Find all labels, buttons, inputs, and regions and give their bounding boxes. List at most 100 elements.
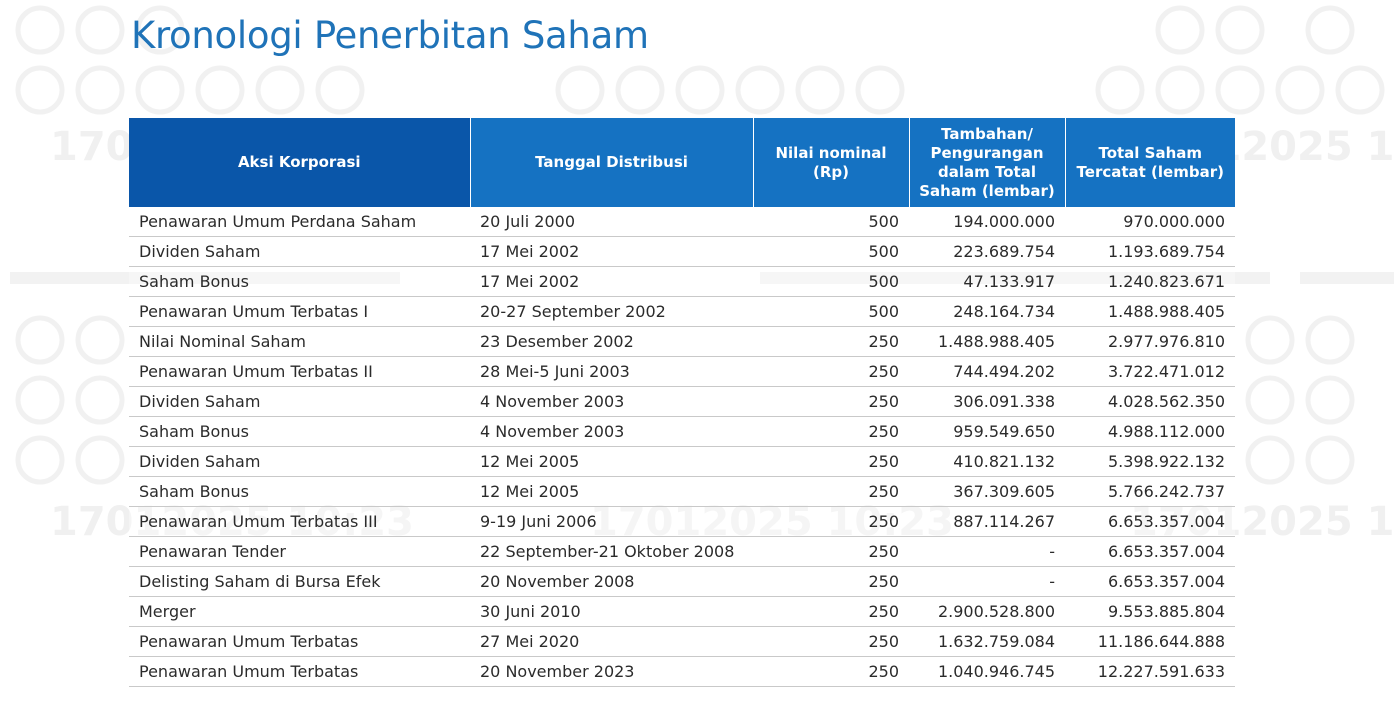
cell-aksi-korporasi: Saham Bonus	[129, 476, 470, 507]
cell-tambahan-pengurangan: 410.821.132	[909, 446, 1065, 477]
cell-tanggal-distribusi: 20 November 2023	[470, 656, 753, 687]
cell-nilai-nominal: 250	[753, 506, 909, 537]
table-row: Dividen Saham 4 November 2003 250 306.091.3…	[129, 386, 1235, 417]
cell-tanggal-distribusi: 22 September-21 Oktober 2008	[470, 536, 753, 567]
cell-aksi-korporasi: Penawaran Umum Terbatas III	[129, 506, 470, 537]
cell-tanggal-distribusi: 9-19 Juni 2006	[470, 506, 753, 537]
header-tambahan-pengurangan: Tambahan/ Pengurangan dalam Total Saham …	[908, 118, 1065, 207]
cell-tambahan-pengurangan: 1.040.946.745	[909, 656, 1065, 687]
cell-tambahan-pengurangan: 887.114.267	[909, 506, 1065, 537]
page-title: Kronologi Penerbitan Saham	[131, 14, 649, 57]
cell-nilai-nominal: 500	[753, 236, 909, 267]
cell-total-saham: 970.000.000	[1065, 207, 1235, 237]
cell-nilai-nominal: 250	[753, 536, 909, 567]
cell-aksi-korporasi: Penawaran Umum Terbatas I	[129, 296, 470, 327]
cell-aksi-korporasi: Penawaran Tender	[129, 536, 470, 567]
cell-total-saham: 5.398.922.132	[1065, 446, 1235, 477]
cell-tambahan-pengurangan: 744.494.202	[909, 356, 1065, 387]
cell-total-saham: 3.722.471.012	[1065, 356, 1235, 387]
cell-aksi-korporasi: Dividen Saham	[129, 386, 470, 417]
table-row: Nilai Nominal Saham 23 Desember 2002 250 1.…	[129, 326, 1235, 357]
table-row: Dividen Saham 17 Mei 2002 500 223.689.754 1.…	[129, 236, 1235, 267]
cell-nilai-nominal: 250	[753, 356, 909, 387]
cell-nilai-nominal: 250	[753, 386, 909, 417]
watermark-circles	[15, 5, 1385, 485]
cell-tanggal-distribusi: 20-27 September 2002	[470, 296, 753, 327]
table-row: Saham Bonus 17 Mei 2002 500 47.133.917 1.240…	[129, 266, 1235, 297]
cell-aksi-korporasi: Penawaran Umum Terbatas II	[129, 356, 470, 387]
cell-total-saham: 4.028.562.350	[1065, 386, 1235, 417]
cell-tanggal-distribusi: 28 Mei-5 Juni 2003	[470, 356, 753, 387]
cell-tambahan-pengurangan: 194.000.000	[909, 207, 1065, 237]
cell-aksi-korporasi: Delisting Saham di Bursa Efek	[129, 566, 470, 597]
table-header-row: Aksi Korporasi Tanggal Distribusi Nilai …	[129, 118, 1235, 207]
cell-total-saham: 1.193.689.754	[1065, 236, 1235, 267]
cell-tanggal-distribusi: 12 Mei 2005	[470, 476, 753, 507]
cell-total-saham: 2.977.976.810	[1065, 326, 1235, 357]
cell-total-saham: 4.988.112.000	[1065, 416, 1235, 447]
cell-aksi-korporasi: Penawaran Umum Terbatas	[129, 626, 470, 657]
cell-tambahan-pengurangan: 1.632.759.084	[909, 626, 1065, 657]
cell-tambahan-pengurangan: 248.164.734	[909, 296, 1065, 327]
cell-tanggal-distribusi: 30 Juni 2010	[470, 596, 753, 627]
cell-tanggal-distribusi: 20 November 2008	[470, 566, 753, 597]
cell-aksi-korporasi: Saham Bonus	[129, 266, 470, 297]
cell-total-saham: 6.653.357.004	[1065, 506, 1235, 537]
cell-aksi-korporasi: Dividen Saham	[129, 446, 470, 477]
cell-aksi-korporasi: Saham Bonus	[129, 416, 470, 447]
cell-nilai-nominal: 250	[753, 476, 909, 507]
cell-total-saham: 1.240.823.671	[1065, 266, 1235, 297]
table-body: Penawaran Umum Perdana Saham 20 Juli 2000…	[129, 207, 1235, 687]
header-total-saham-tercatat: Total Saham Tercatat (lembar)	[1064, 118, 1235, 207]
share-issuance-table: Aksi Korporasi Tanggal Distribusi Nilai …	[129, 118, 1235, 687]
header-tanggal-distribusi: Tanggal Distribusi	[469, 118, 753, 207]
cell-total-saham: 6.653.357.004	[1065, 566, 1235, 597]
table-row: Penawaran Umum Terbatas 27 Mei 2020 250 1.6…	[129, 626, 1235, 657]
cell-tanggal-distribusi: 4 November 2003	[470, 416, 753, 447]
table-row: Delisting Saham di Bursa Efek 20 November…	[129, 566, 1235, 597]
cell-aksi-korporasi: Dividen Saham	[129, 236, 470, 267]
cell-tanggal-distribusi: 23 Desember 2002	[470, 326, 753, 357]
cell-total-saham: 12.227.591.633	[1065, 656, 1235, 687]
cell-tambahan-pengurangan: 959.549.650	[909, 416, 1065, 447]
table-row: Penawaran Umum Terbatas II 28 Mei-5 Juni …	[129, 356, 1235, 387]
cell-total-saham: 6.653.357.004	[1065, 536, 1235, 567]
cell-tanggal-distribusi: 27 Mei 2020	[470, 626, 753, 657]
cell-tanggal-distribusi: 4 November 2003	[470, 386, 753, 417]
table-row: Penawaran Umum Terbatas I 20-27 September…	[129, 296, 1235, 327]
cell-nilai-nominal: 250	[753, 416, 909, 447]
cell-aksi-korporasi: Nilai Nominal Saham	[129, 326, 470, 357]
table-row: Penawaran Umum Perdana Saham 20 Juli 2000…	[129, 207, 1235, 237]
cell-tanggal-distribusi: 12 Mei 2005	[470, 446, 753, 477]
cell-nilai-nominal: 250	[753, 596, 909, 627]
cell-tanggal-distribusi: 20 Juli 2000	[470, 207, 753, 237]
table-row: Penawaran Tender 22 September-21 Oktober …	[129, 536, 1235, 567]
cell-nilai-nominal: 500	[753, 296, 909, 327]
cell-total-saham: 11.186.644.888	[1065, 626, 1235, 657]
cell-aksi-korporasi: Penawaran Umum Terbatas	[129, 656, 470, 687]
table-row: Penawaran Umum Terbatas 20 November 2023 2…	[129, 656, 1235, 687]
cell-nilai-nominal: 500	[753, 266, 909, 297]
cell-tanggal-distribusi: 17 Mei 2002	[470, 266, 753, 297]
table-row: Penawaran Umum Terbatas III 9-19 Juni 200…	[129, 506, 1235, 537]
cell-tambahan-pengurangan: 1.488.988.405	[909, 326, 1065, 357]
cell-nilai-nominal: 250	[753, 326, 909, 357]
table-row: Merger 30 Juni 2010 250 2.900.528.800 9.553.…	[129, 596, 1235, 627]
cell-aksi-korporasi: Merger	[129, 596, 470, 627]
cell-nilai-nominal: 250	[753, 626, 909, 657]
cell-total-saham: 1.488.988.405	[1065, 296, 1235, 327]
cell-tambahan-pengurangan: 367.309.605	[909, 476, 1065, 507]
cell-tambahan-pengurangan: 2.900.528.800	[909, 596, 1065, 627]
table-row: Dividen Saham 12 Mei 2005 250 410.821.132 5.…	[129, 446, 1235, 477]
cell-nilai-nominal: 250	[753, 656, 909, 687]
cell-aksi-korporasi: Penawaran Umum Perdana Saham	[129, 207, 470, 237]
cell-total-saham: 5.766.242.737	[1065, 476, 1235, 507]
cell-nilai-nominal: 250	[753, 566, 909, 597]
cell-tambahan-pengurangan: -	[909, 566, 1065, 597]
cell-tambahan-pengurangan: 223.689.754	[909, 236, 1065, 267]
cell-tambahan-pengurangan: 306.091.338	[909, 386, 1065, 417]
cell-nilai-nominal: 500	[753, 207, 909, 237]
cell-tambahan-pengurangan: -	[909, 536, 1065, 567]
header-nilai-nominal: Nilai nominal (Rp)	[752, 118, 909, 207]
table-row: Saham Bonus 12 Mei 2005 250 367.309.605 5.76…	[129, 476, 1235, 507]
